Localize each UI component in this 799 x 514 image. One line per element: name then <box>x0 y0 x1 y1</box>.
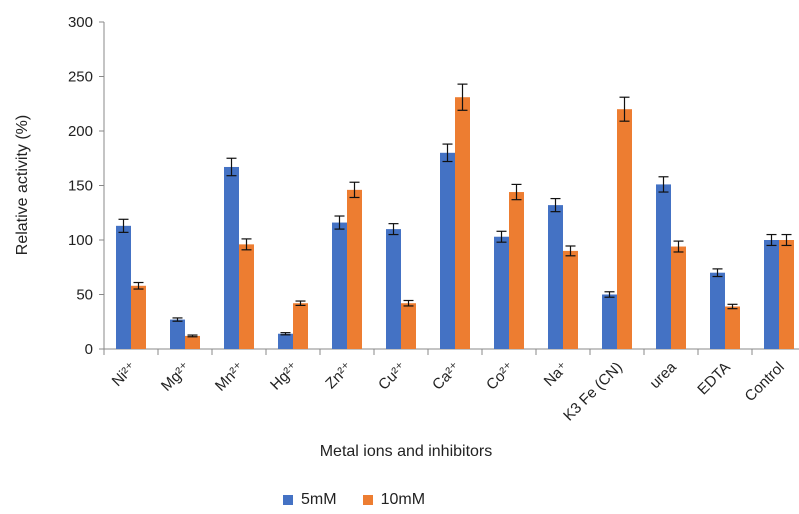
bar-5mm-5 <box>386 229 401 349</box>
bar-5mm-9 <box>602 294 617 349</box>
y-tick-label: 300 <box>68 14 93 31</box>
bar-10mm-0 <box>131 285 146 349</box>
bar-10mm-6 <box>455 97 470 350</box>
bar-5mm-4 <box>332 222 347 349</box>
legend-item-5mm: 5mM <box>283 491 337 509</box>
x-tick-label: Cu²⁺ <box>375 359 410 394</box>
x-tick-label: Hg²⁺ <box>267 359 302 394</box>
legend-item-10mm: 10mM <box>362 491 426 509</box>
x-tick-label: Ni²⁺ <box>109 359 140 390</box>
bar-10mm-11 <box>725 306 740 349</box>
bar-5mm-11 <box>710 272 725 349</box>
bar-5mm-2 <box>224 166 239 349</box>
bar-10mm-3 <box>293 303 308 349</box>
legend-label-5mm: 5mM <box>301 491 337 508</box>
bar-5mm-6 <box>440 152 455 349</box>
legend-label-10mm: 10mM <box>380 491 426 508</box>
error-bars <box>118 83 792 338</box>
x-tick-label: Na⁺ <box>541 359 572 390</box>
bar-10mm-1 <box>185 335 200 349</box>
legend: 5mM 10mM <box>283 491 451 509</box>
bar-10mm-7 <box>509 192 524 349</box>
bar-5mm-3 <box>278 333 293 349</box>
bars <box>116 97 794 350</box>
bar-5mm-8 <box>548 205 563 349</box>
bar-5mm-10 <box>656 184 671 349</box>
bar-10mm-12 <box>779 240 794 349</box>
y-tick-label: 100 <box>68 232 93 249</box>
x-axis: Ni²⁺ Mg²⁺ Mn²⁺ Hg²⁺ Zn²⁺ Cu²⁺ Ca²⁺ Co²⁺ Na⁺K3 Fe… <box>103 348 799 425</box>
bar-10mm-5 <box>401 303 416 349</box>
y-tick-label: 200 <box>68 123 93 140</box>
y-tick-label: 250 <box>68 69 93 86</box>
bar-5mm-12 <box>764 240 779 349</box>
bar-10mm-9 <box>617 109 632 349</box>
x-tick-label: Mg²⁺ <box>158 359 194 395</box>
legend-swatch-10mm <box>362 495 373 505</box>
x-tick-label: K3 Fe (CN) <box>560 359 626 425</box>
bar-5mm-0 <box>116 225 131 349</box>
x-tick-label: Co²⁺ <box>483 359 518 394</box>
y-tick-label: 150 <box>68 178 93 195</box>
y-tick-label: 0 <box>85 341 93 358</box>
bar-5mm-1 <box>170 319 185 349</box>
x-tick-label: Ca²⁺ <box>429 359 464 394</box>
x-axis-title: Metal ions and inhibitors <box>320 443 493 460</box>
x-tick-label: Control <box>742 359 788 405</box>
x-tick-label: urea <box>647 358 681 392</box>
bar-10mm-2 <box>239 244 254 349</box>
y-axis-title: Relative activity (%) <box>14 115 31 255</box>
x-tick-label: Zn²⁺ <box>322 359 356 393</box>
x-tick-label: EDTA <box>694 359 734 399</box>
bar-10mm-10 <box>671 246 686 349</box>
bar-10mm-4 <box>347 189 362 349</box>
bar-10mm-8 <box>563 250 578 349</box>
x-tick-label: Mn²⁺ <box>212 359 248 395</box>
bar-5mm-7 <box>494 236 509 349</box>
y-axis: 0 50 100 150 200 250 300 <box>68 14 105 358</box>
y-tick-label: 50 <box>76 287 93 304</box>
legend-swatch-5mm <box>283 495 293 505</box>
